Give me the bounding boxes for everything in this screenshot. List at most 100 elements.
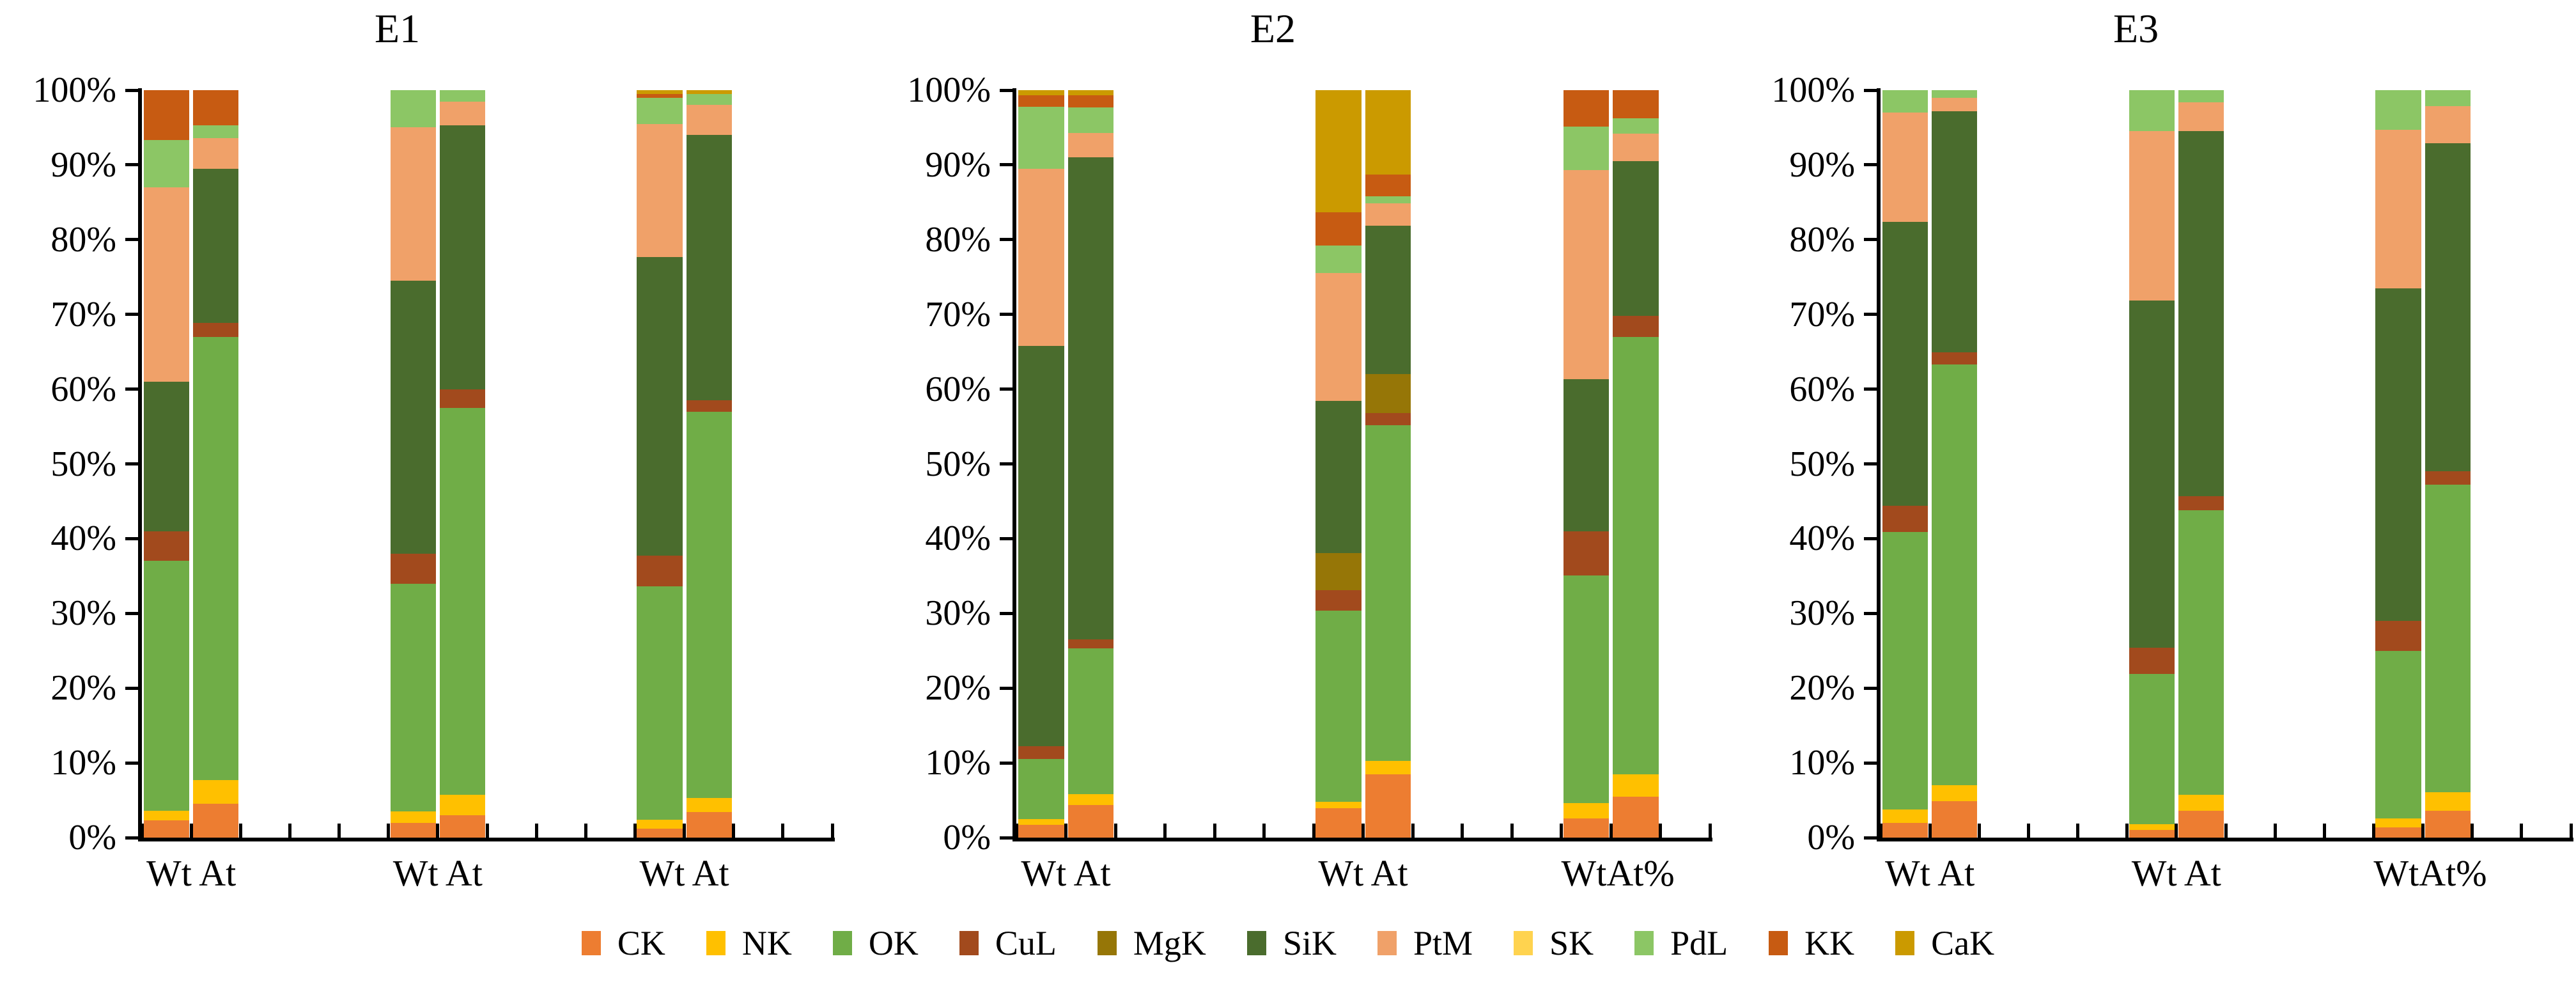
- segment-NK: [1365, 760, 1411, 774]
- chart-legend: CK NK OK CuL MgK SiK PtM SK PdL KK CaK: [0, 926, 2576, 960]
- y-axis-tick: [1000, 611, 1013, 615]
- y-axis-label: 80%: [50, 219, 116, 260]
- segment-PtM: [1932, 97, 1978, 111]
- segment-KK: [637, 93, 683, 98]
- segment-CuL: [2129, 648, 2175, 674]
- bar-E2-g3-At: [1613, 90, 1659, 838]
- segment-SiK: [1018, 345, 1064, 747]
- segment-PdL: [1067, 107, 1113, 133]
- segment-CuL: [1315, 590, 1362, 611]
- segment-PdL: [1882, 90, 1928, 113]
- y-axis-label: 70%: [925, 294, 991, 334]
- x-axis-tick: [1977, 824, 1981, 838]
- segment-OK: [2129, 674, 2175, 824]
- segment-OK: [144, 561, 190, 811]
- bar-E2-g3-Wt: [1563, 90, 1609, 838]
- segment-CK: [2425, 810, 2471, 838]
- segment-PdL: [1315, 246, 1362, 274]
- segment-OK: [637, 586, 683, 820]
- segment-OK: [2425, 485, 2471, 792]
- y-axis-tick: [1864, 686, 1877, 690]
- segment-PtM: [144, 187, 190, 382]
- legend-swatch-icon: [1769, 931, 1788, 955]
- x-axis-tick: [1708, 824, 1712, 838]
- x-axis-tick: [2224, 824, 2228, 838]
- y-axis-tick: [1000, 387, 1013, 391]
- segment-CaK: [1315, 90, 1362, 212]
- segment-PdL: [686, 93, 732, 106]
- legend-item-CuL: CuL: [959, 926, 1057, 960]
- segment-OK: [686, 411, 732, 799]
- segment-NK: [2425, 792, 2471, 811]
- legend-swatch-icon: [1895, 931, 1915, 955]
- bar-E1-g2-At: [439, 90, 485, 838]
- y-axis-tick: [125, 387, 138, 391]
- segment-SiK: [1365, 225, 1411, 375]
- segment-NK: [1315, 801, 1362, 809]
- segment-CK: [2178, 810, 2224, 838]
- legend-swatch-icon: [1097, 931, 1117, 955]
- segment-CuL: [1067, 639, 1113, 649]
- chart-title: E2: [1250, 6, 1296, 51]
- y-axis-label: 80%: [1789, 219, 1855, 260]
- segment-NK: [686, 798, 732, 813]
- segment-NK: [2375, 818, 2421, 827]
- segment-SiK: [637, 256, 683, 556]
- segment-PdL: [2178, 90, 2224, 102]
- y-axis-tick: [1864, 536, 1877, 540]
- segment-PdL: [439, 90, 485, 102]
- segment-CaK: [1365, 90, 1411, 175]
- segment-KK: [144, 90, 190, 141]
- segment-CK: [1315, 808, 1362, 838]
- bar-E3-g2-At: [2178, 90, 2224, 838]
- segment-CuL: [144, 531, 190, 561]
- legend-item-OK: OK: [832, 926, 919, 960]
- x-axis-group-label: WtAt%: [2373, 852, 2487, 894]
- y-axis-tick: [1864, 387, 1877, 391]
- y-axis-label: 70%: [1789, 294, 1855, 334]
- segment-OK: [1018, 759, 1064, 819]
- y-axis-label: 0%: [943, 818, 991, 857]
- y-axis-tick: [125, 313, 138, 317]
- y-axis-label: 20%: [1789, 668, 1855, 708]
- segment-OK: [1067, 648, 1113, 795]
- y-axis-tick: [125, 686, 138, 690]
- y-axis-label: 40%: [50, 519, 116, 559]
- x-axis-tick: [1163, 824, 1167, 838]
- segment-NK: [439, 795, 485, 815]
- y-axis-label: 60%: [925, 369, 991, 409]
- y-axis-label: 100%: [33, 70, 116, 110]
- segment-CK: [1932, 801, 1978, 838]
- y-axis-tick: [125, 536, 138, 540]
- segment-OK: [193, 336, 239, 780]
- segment-PtM: [2425, 106, 2471, 143]
- bar-E2-g2-Wt: [1315, 90, 1362, 838]
- legend-item-PtM: PtM: [1377, 926, 1473, 960]
- segment-CaK: [686, 90, 732, 94]
- x-axis-tick: [2076, 824, 2080, 838]
- y-axis-label: 20%: [50, 668, 116, 708]
- y-axis-tick: [1000, 88, 1013, 92]
- segment-PtM: [1882, 113, 1928, 222]
- segment-OK: [1315, 610, 1362, 802]
- segment-PtM: [1067, 132, 1113, 158]
- segment-CuL: [1018, 746, 1064, 760]
- y-axis-label: 10%: [925, 743, 991, 783]
- legend-item-KK: KK: [1769, 926, 1854, 960]
- legend-label: KK: [1804, 924, 1855, 962]
- x-axis-tick: [2569, 824, 2573, 838]
- y-axis-tick: [1864, 88, 1877, 92]
- segment-CaK: [1018, 90, 1064, 96]
- x-axis-line: [1013, 838, 1712, 841]
- y-axis-tick: [1864, 611, 1877, 615]
- segment-PtM: [1613, 133, 1659, 162]
- segment-CK: [2129, 830, 2175, 838]
- segment-NK: [1067, 794, 1113, 805]
- segment-KK: [1067, 95, 1113, 107]
- x-axis-group-label: Wt At: [1885, 852, 1975, 894]
- x-axis-tick: [2273, 824, 2277, 838]
- segment-SiK: [1315, 401, 1362, 553]
- segment-CK: [1563, 818, 1609, 838]
